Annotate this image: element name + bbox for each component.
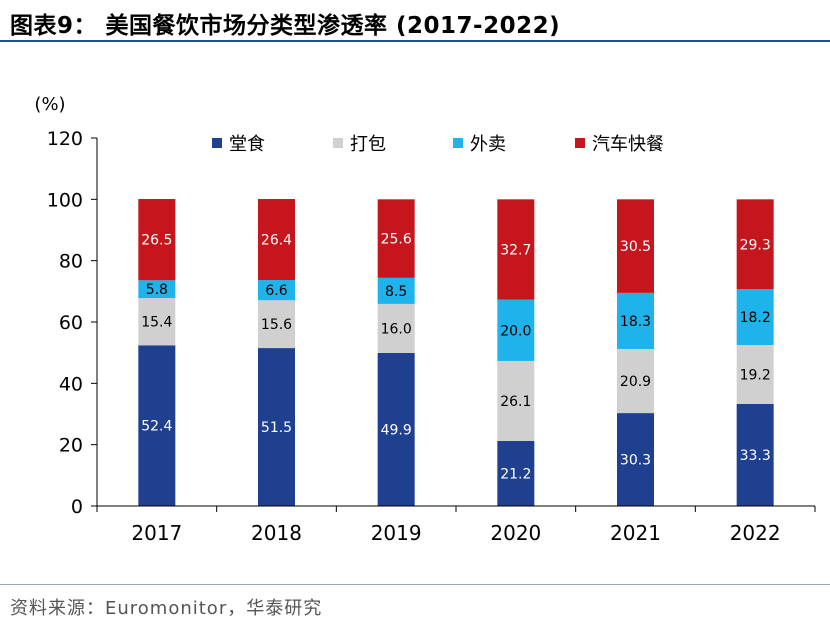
bar-segment xyxy=(138,280,176,299)
data-label: 21.2 xyxy=(500,466,531,482)
data-label: 15.6 xyxy=(261,317,292,333)
bars: 52.4 15.4 5.8 26.5 51.5 15.6 6.6 26.4 49.9 16.0 8.… xyxy=(138,199,774,506)
bar-segment xyxy=(736,289,774,345)
legend-swatch xyxy=(575,138,585,148)
bar-segment xyxy=(377,277,415,304)
data-label: 49.9 xyxy=(381,422,412,438)
y-tick-label: 60 xyxy=(59,312,83,334)
legend-swatch xyxy=(212,138,222,148)
legend-label: 汽车快餐 xyxy=(592,134,664,155)
bar-segment xyxy=(497,199,535,300)
x-tick-label: 2021 xyxy=(610,521,661,545)
legend-label: 堂食 xyxy=(229,134,265,155)
data-label: 26.5 xyxy=(141,233,172,249)
y-tick-label: 20 xyxy=(59,435,83,457)
data-label: 15.4 xyxy=(141,315,172,331)
data-label: 18.2 xyxy=(740,310,771,326)
y-tick-label: 100 xyxy=(47,189,83,211)
title-divider xyxy=(0,40,830,42)
data-label: 20.9 xyxy=(620,374,651,390)
bar-segment xyxy=(617,199,654,293)
x-tick-label: 2022 xyxy=(730,521,781,545)
data-label: 16.0 xyxy=(381,321,412,337)
bar-segment xyxy=(617,292,654,349)
bar-segment xyxy=(497,299,535,361)
bar-segment xyxy=(736,403,774,506)
data-label: 18.3 xyxy=(620,314,651,330)
source-divider xyxy=(0,584,830,585)
data-label: 52.4 xyxy=(141,419,172,435)
y-axis: 0 20 40 60 80 100 120 xyxy=(47,128,98,518)
legend-label: 外卖 xyxy=(470,134,506,155)
bar-segment xyxy=(258,199,295,280)
legend-swatch xyxy=(453,138,463,148)
legend-label: 打包 xyxy=(350,134,386,155)
x-tick-label: 2019 xyxy=(371,521,422,545)
data-label: 33.3 xyxy=(740,448,771,464)
data-label: 51.5 xyxy=(261,420,292,436)
data-label: 20.0 xyxy=(500,323,531,339)
bar-segment xyxy=(497,440,535,506)
figure-title: 图表9： 美国餐饮市场分类型渗透率 (2017-2022) xyxy=(10,13,561,39)
bar-segment xyxy=(736,199,774,290)
bar-segment xyxy=(258,279,295,301)
data-label: 29.3 xyxy=(740,237,771,253)
bar-segment xyxy=(497,360,535,441)
data-label: 8.5 xyxy=(385,284,407,300)
data-label: 5.8 xyxy=(146,282,168,298)
x-tick-label: 2018 xyxy=(251,521,302,545)
bar-segment xyxy=(138,345,176,506)
bar-segment xyxy=(258,348,295,506)
x-axis: 2017 2018 2019 2020 2021 2022 xyxy=(96,505,816,545)
bar-segment xyxy=(138,298,176,346)
bar-segment xyxy=(736,345,774,404)
data-label: 32.7 xyxy=(500,242,531,258)
y-tick-label: 40 xyxy=(59,373,83,395)
bar-segment xyxy=(258,300,295,349)
data-label: 26.4 xyxy=(261,233,292,249)
bar-segment xyxy=(617,413,654,506)
x-tick-label: 2020 xyxy=(490,521,541,545)
y-tick-label: 120 xyxy=(47,128,83,150)
bar-segment xyxy=(617,348,654,414)
y-tick-label: 80 xyxy=(59,251,83,273)
legend-swatch xyxy=(333,138,343,148)
data-label: 26.1 xyxy=(500,394,531,410)
y-axis-unit-label: (%) xyxy=(34,94,65,115)
data-label: 19.2 xyxy=(740,367,771,383)
bar-segment xyxy=(377,199,415,278)
data-label: 6.6 xyxy=(265,283,287,299)
y-tick-label: 0 xyxy=(71,496,83,518)
x-tick-label: 2017 xyxy=(131,521,182,545)
data-label: 30.3 xyxy=(620,453,651,469)
data-label: 30.5 xyxy=(620,239,651,255)
bar-segment xyxy=(377,352,415,506)
legend: 堂食 打包 外卖 汽车快餐 xyxy=(212,134,664,155)
bar-segment xyxy=(377,303,415,353)
data-label: 25.6 xyxy=(381,232,412,248)
bar-segment xyxy=(138,199,176,281)
source-note: 资料来源：Euromonitor，华泰研究 xyxy=(10,598,323,619)
